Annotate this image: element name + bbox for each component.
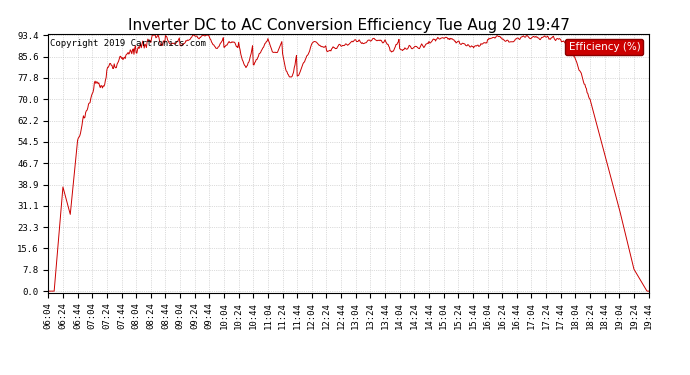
Text: Copyright 2019 Cartronics.com: Copyright 2019 Cartronics.com bbox=[50, 39, 206, 48]
Legend: Efficiency (%): Efficiency (%) bbox=[565, 39, 643, 55]
Title: Inverter DC to AC Conversion Efficiency Tue Aug 20 19:47: Inverter DC to AC Conversion Efficiency … bbox=[128, 18, 569, 33]
